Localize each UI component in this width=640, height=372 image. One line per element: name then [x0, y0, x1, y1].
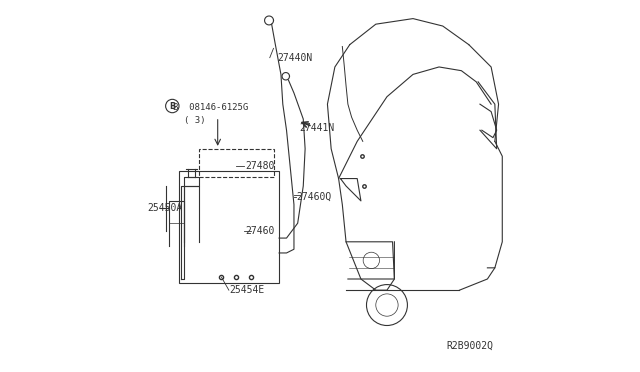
- Text: 27460: 27460: [246, 226, 275, 235]
- Text: 25450A: 25450A: [147, 203, 182, 213]
- Text: ( 3): ( 3): [184, 116, 205, 125]
- Bar: [199, 149, 273, 177]
- Text: 27480: 27480: [246, 161, 275, 170]
- Text: B  08146-6125G: B 08146-6125G: [173, 103, 248, 112]
- Text: 27441N: 27441N: [300, 124, 335, 133]
- Text: 27460Q: 27460Q: [296, 192, 331, 202]
- Text: R2B9002Q: R2B9002Q: [447, 341, 493, 351]
- Text: 27440N: 27440N: [277, 53, 312, 62]
- Text: B: B: [169, 102, 175, 110]
- Bar: [179, 171, 279, 283]
- Text: 25454E: 25454E: [229, 285, 264, 295]
